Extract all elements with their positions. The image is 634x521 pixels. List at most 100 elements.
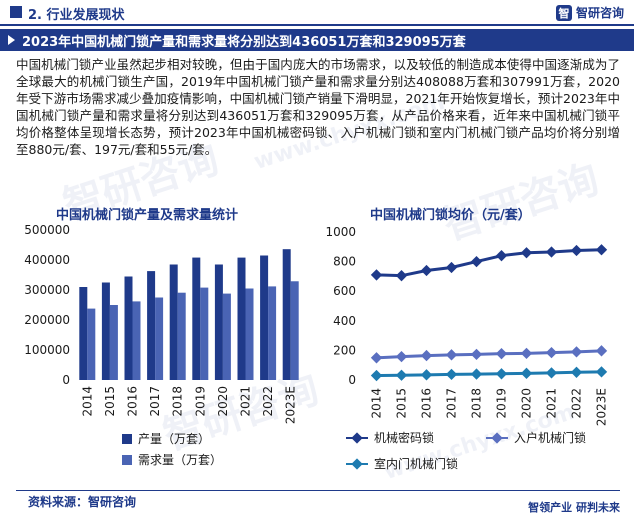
- footer-divider: [16, 490, 620, 491]
- section-marker-icon: [10, 6, 22, 18]
- line-chart: 1000 800 600 400 200 0 2014 2015 2016 2017 2018 201…: [325, 225, 608, 426]
- data-point: [395, 350, 408, 363]
- bar-chart-title: 中国机械门锁产量及需求量统计: [56, 208, 239, 223]
- data-point: [370, 352, 383, 364]
- y-tick-label: 200000: [24, 313, 70, 327]
- legend-production: 产量（万套）: [122, 430, 210, 447]
- y-tick-label: 800: [333, 255, 356, 269]
- top-bar: 2. 行业发展现状 智 智研咨询: [0, 0, 634, 26]
- source-note: 资料来源：智研咨询: [28, 495, 137, 509]
- series-line: [376, 370, 602, 378]
- x-tick-label: 2022: [570, 388, 584, 419]
- bar: [290, 281, 299, 380]
- y-tick-label: 300000: [24, 283, 70, 297]
- legend-password-lock: 机械密码锁: [346, 429, 434, 446]
- x-tick-label: 2021: [545, 388, 559, 419]
- x-tick-label: 2022: [261, 386, 275, 417]
- data-point: [545, 367, 558, 379]
- bar: [79, 287, 88, 380]
- bar: [124, 276, 133, 380]
- data-point: [445, 261, 458, 274]
- x-tick-label: 2015: [103, 386, 117, 417]
- x-tick-label: 2016: [420, 388, 434, 419]
- bar: [200, 287, 209, 380]
- data-point: [545, 246, 558, 258]
- x-tick-label: 2020: [216, 386, 230, 417]
- x-tick-label: 2021: [239, 386, 253, 417]
- x-tick-label: 2014: [80, 386, 94, 417]
- legend-entry-lock-label: 入户机械门锁: [514, 431, 587, 445]
- legend-indoor-lock: 室内门机械门锁: [346, 455, 458, 472]
- data-point: [445, 349, 458, 361]
- x-tick-label: 2018: [470, 388, 484, 419]
- bar: [268, 286, 277, 380]
- bar: [87, 308, 96, 380]
- bar: [260, 255, 269, 380]
- data-point: [420, 369, 433, 381]
- legend-demand-label: 需求量（万套）: [138, 453, 223, 467]
- legend-entry-lock: 入户机械门锁: [486, 429, 586, 446]
- data-point: [370, 269, 383, 281]
- data-point: [545, 346, 558, 359]
- legend-demand-swatch: [122, 454, 132, 465]
- footer-slogan: 智领产业 研判未来: [528, 501, 620, 514]
- bar: [155, 297, 164, 380]
- x-tick-label: 2023E: [284, 386, 298, 424]
- data-point: [495, 250, 508, 262]
- data-point: [570, 346, 583, 358]
- bar: [147, 271, 156, 380]
- legend-entry-lock-swatch: [486, 431, 508, 444]
- data-point: [395, 270, 408, 282]
- y-tick-label: 400: [333, 314, 356, 328]
- header-divider: [0, 24, 634, 26]
- x-tick-label: 2019: [193, 386, 207, 417]
- bar-chart: 500000 400000 300000 200000 100000 0 2014 2015 2…: [24, 223, 299, 424]
- x-tick-label: 2017: [445, 388, 459, 419]
- bar: [214, 264, 223, 380]
- legend-indoor-lock-label: 室内门机械门锁: [374, 457, 459, 471]
- legend-production-label: 产量（万套）: [138, 432, 211, 446]
- y-tick-label: 200: [333, 343, 356, 357]
- data-point: [520, 347, 533, 360]
- data-point: [520, 247, 533, 259]
- bar: [245, 288, 254, 380]
- data-point: [470, 348, 483, 361]
- series-line: [376, 349, 602, 360]
- data-point: [570, 244, 583, 257]
- data-point: [595, 244, 608, 256]
- legend-password-lock-swatch: [346, 431, 368, 444]
- data-point: [495, 368, 508, 380]
- section-label: 2. 行业发展现状: [28, 8, 125, 23]
- bar: [237, 257, 246, 380]
- bar: [222, 293, 231, 380]
- bar: [169, 264, 178, 380]
- x-tick-label: 2019: [495, 388, 509, 419]
- title-arrow-icon: [8, 35, 15, 45]
- line-chart-title: 中国机械门锁均价（元/套）: [370, 208, 531, 223]
- data-point: [595, 345, 608, 357]
- data-point: [395, 369, 408, 381]
- bar: [101, 282, 110, 380]
- legend-password-lock-label: 机械密码锁: [374, 431, 435, 445]
- y-tick-label: 600: [333, 284, 356, 298]
- data-point: [370, 369, 383, 382]
- description-paragraph: 中国机械门锁产业虽然起步相对较晚，但由于国内庞大的市场需求，以及较低的制造成本使…: [16, 57, 620, 157]
- bar: [192, 257, 201, 380]
- x-tick-label: 2020: [520, 388, 534, 419]
- data-point: [420, 349, 433, 362]
- data-point: [495, 347, 508, 360]
- data-point: [470, 368, 483, 380]
- y-tick-label: 400000: [24, 253, 70, 267]
- legend-production-swatch: [122, 433, 132, 444]
- y-tick-label: 0: [62, 373, 70, 387]
- y-tick-label: 100000: [24, 343, 70, 357]
- title-bar: 2023年中国机械门锁产量和需求量将分别达到436051万套和329095万套: [0, 29, 634, 51]
- bar: [177, 292, 186, 380]
- legend-indoor-lock-swatch: [346, 457, 368, 470]
- y-tick-label: 0: [348, 373, 356, 387]
- series-line: [376, 248, 602, 278]
- bar: [282, 249, 291, 380]
- y-tick-label: 1000: [325, 225, 356, 239]
- x-tick-label: 2016: [126, 386, 140, 417]
- data-point: [470, 255, 483, 268]
